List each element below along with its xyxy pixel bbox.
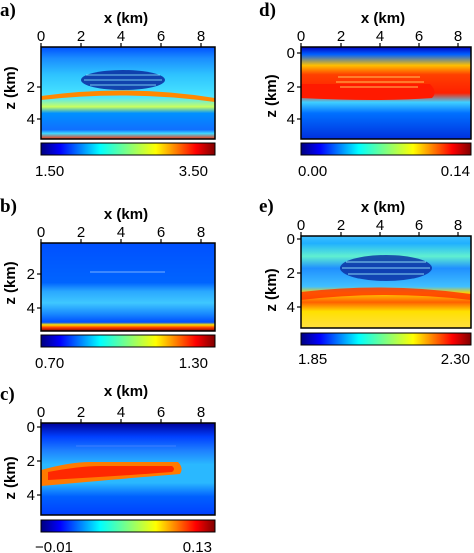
x-tick-label: 6 (415, 217, 423, 234)
z-tick-label: 0 (287, 45, 295, 62)
x-tick-label: 2 (77, 28, 85, 45)
colorbar-max: 3.50 (179, 163, 208, 180)
panel-letter: b) (0, 196, 17, 217)
colorbar-max: 1.30 (179, 355, 208, 372)
colorbar (40, 519, 216, 533)
plot-frame (40, 46, 216, 140)
z-tick-label: 2 (27, 453, 35, 470)
z-tick-label: 4 (27, 111, 35, 128)
z-tick-label: 2 (287, 79, 295, 96)
image (41, 243, 215, 331)
x-tick-label: 2 (77, 404, 85, 421)
x-tick-label: 0 (37, 404, 45, 421)
x-axis-label: x (km) (361, 199, 405, 216)
panel-a: a) x (km) z (km) 0 2 4 6 8 2 4 1.50 3.50 (0, 0, 216, 180)
image (301, 236, 471, 328)
colorbar-max: 0.14 (441, 163, 470, 180)
z-axis-label: z (km) (263, 74, 280, 117)
plot-frame (300, 46, 472, 140)
colorbar-max: 0.13 (183, 539, 212, 553)
x-tick-labels: 0 2 4 6 8 (297, 217, 462, 234)
colorbar-min: 0.70 (35, 355, 64, 372)
x-tick-label: 4 (376, 217, 384, 234)
x-tick-label: 8 (197, 28, 205, 45)
x-tick-label: 6 (157, 404, 165, 421)
plot-frame (40, 422, 216, 516)
x-tick-label: 8 (454, 28, 462, 45)
x-tick-label: 2 (337, 28, 345, 45)
z-tick-label: 0 (287, 231, 295, 248)
x-axis-label: x (km) (104, 383, 148, 400)
z-tick-label: 4 (27, 300, 35, 317)
z-tick-label: 4 (287, 111, 295, 128)
colorbar (300, 332, 472, 346)
x-tick-labels: 0 2 4 6 8 (37, 224, 205, 241)
x-axis-label: x (km) (104, 10, 148, 27)
panel-e: e) x (km) z (km) 0 2 4 6 8 0 2 4 1.85 2.… (259, 196, 472, 368)
reflector-core (48, 466, 174, 480)
reflector-band (301, 84, 435, 100)
colorbar (40, 334, 216, 348)
colorbar (40, 142, 216, 156)
layer-streaks (336, 76, 424, 88)
x-tick-label: 0 (37, 28, 45, 45)
x-tick-label: 4 (117, 404, 125, 421)
z-tick-label: 0 (27, 419, 35, 436)
x-tick-label: 8 (197, 404, 205, 421)
x-tick-label: 8 (197, 224, 205, 241)
panel-c: c) x (km) z (km) 0 2 4 6 8 0 2 4 −0.01 0… (0, 383, 216, 553)
x-tick-label: 6 (157, 28, 165, 45)
x-axis-label: x (km) (104, 206, 148, 223)
colorbar-min: 0.00 (298, 163, 327, 180)
plot-frame (300, 235, 472, 329)
x-tick-label: 2 (337, 217, 345, 234)
x-tick-label: 6 (415, 28, 423, 45)
colorbar (300, 142, 472, 156)
x-tick-label: 0 (297, 28, 305, 45)
z-axis-label: z (km) (2, 66, 19, 109)
tick-marks (37, 43, 202, 120)
reflector-band (301, 287, 471, 300)
layer-streaks (84, 74, 162, 86)
x-tick-labels: 0 2 4 6 8 (297, 28, 462, 45)
z-axis-label: z (km) (2, 456, 19, 499)
x-tick-labels: 0 2 4 6 8 (37, 28, 205, 45)
x-tick-label: 4 (117, 224, 125, 241)
panel-letter: c) (0, 384, 15, 405)
x-tick-label: 0 (297, 217, 305, 234)
x-axis-label: x (km) (361, 10, 405, 27)
plot-frame (40, 242, 216, 332)
panel-letter: d) (259, 0, 276, 21)
z-tick-label: 4 (27, 487, 35, 504)
tick-marks (37, 419, 202, 496)
x-tick-labels: 0 2 4 6 8 (37, 404, 205, 421)
z-tick-label: 2 (27, 266, 35, 283)
z-tick-label: 4 (287, 299, 295, 316)
panel-d: d) x (km) z (km) 0 2 4 6 8 0 2 4 0.00 0.… (259, 0, 472, 180)
tick-marks (297, 232, 459, 308)
x-tick-label: 4 (117, 28, 125, 45)
panel-letter: e) (259, 196, 274, 217)
x-tick-label: 8 (454, 217, 462, 234)
reflector-band (41, 90, 215, 102)
z-axis-label: z (km) (263, 268, 280, 311)
z-axis-label: z (km) (2, 261, 19, 304)
panel-letter: a) (0, 0, 16, 21)
panel-b: b) x (km) z (km) 0 2 4 6 8 2 4 0.70 1.30 (0, 196, 216, 372)
x-tick-label: 4 (376, 28, 384, 45)
tick-marks (37, 239, 202, 309)
colorbar-max: 2.30 (441, 351, 470, 368)
colorbar-min: −0.01 (35, 539, 73, 553)
x-tick-label: 0 (37, 224, 45, 241)
tick-marks (297, 43, 459, 120)
x-tick-label: 2 (77, 224, 85, 241)
z-tick-label: 2 (287, 265, 295, 282)
x-tick-label: 6 (157, 224, 165, 241)
layer-streaks (342, 261, 430, 275)
colorbar-min: 1.50 (35, 163, 64, 180)
z-tick-label: 2 (27, 79, 35, 96)
colorbar-min: 1.85 (298, 351, 327, 368)
